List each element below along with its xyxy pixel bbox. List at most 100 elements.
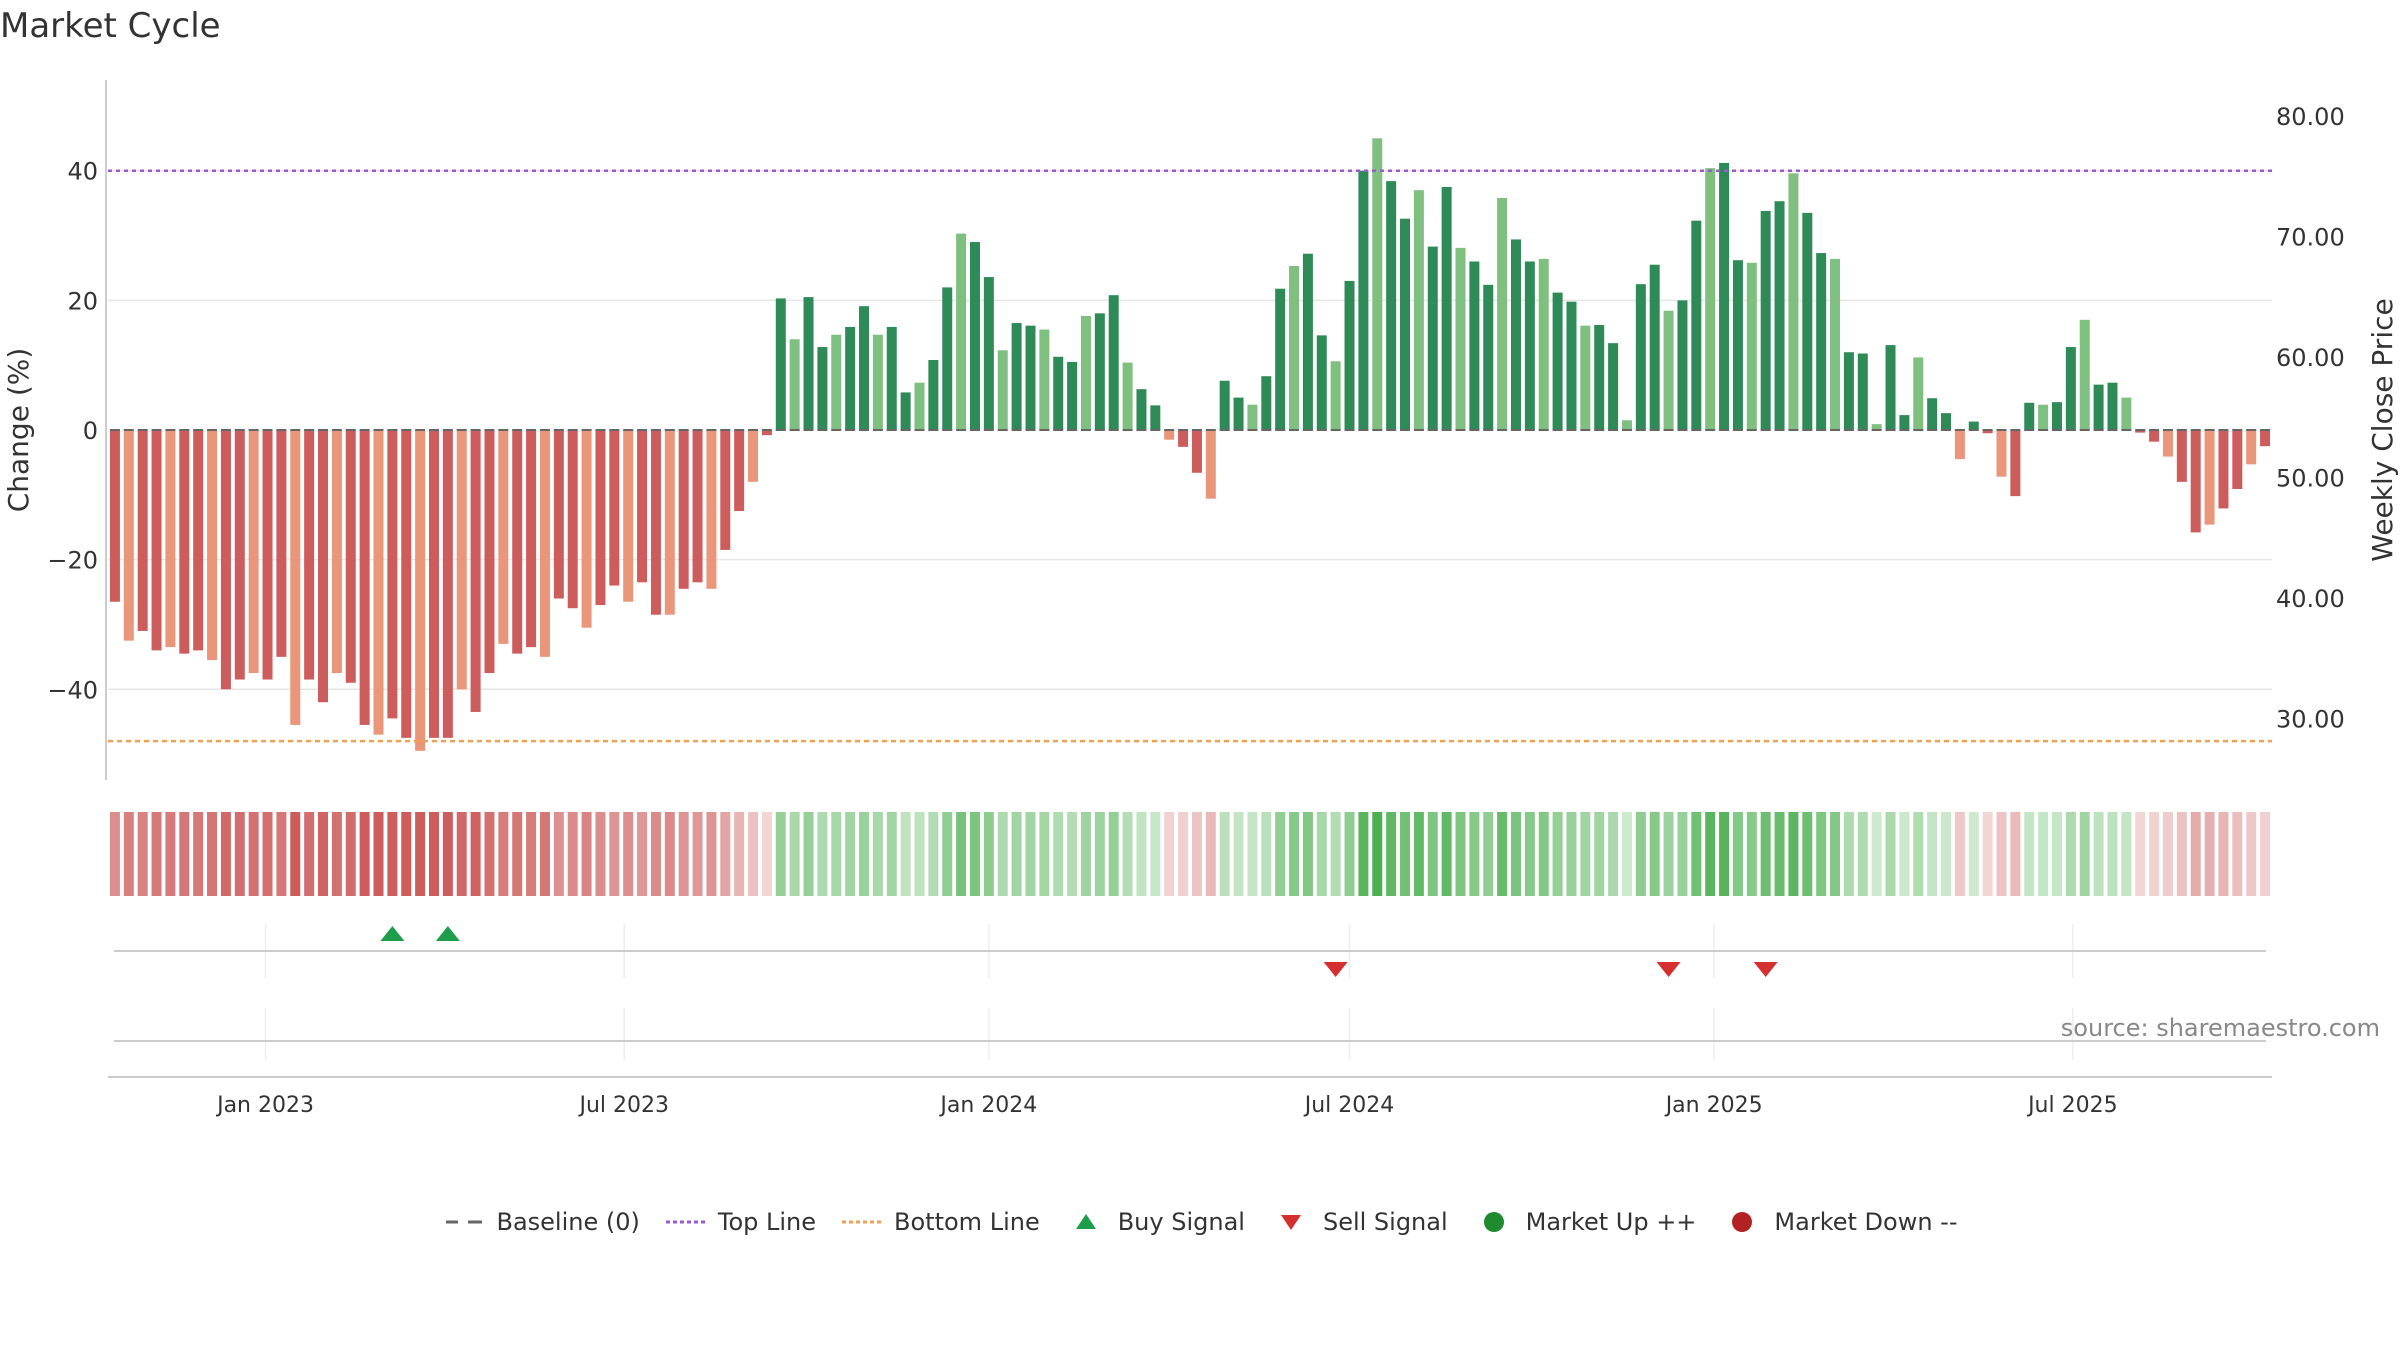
change-bar — [1053, 356, 1064, 430]
change-bar — [1344, 280, 1355, 430]
regime-cell — [415, 812, 426, 896]
change-bar — [1691, 220, 1702, 430]
change-bar — [331, 430, 342, 674]
regime-cell — [2093, 812, 2104, 896]
sell-signal-marker — [1753, 962, 1778, 977]
change-bar — [817, 347, 828, 430]
legend-label: Baseline (0) — [496, 1208, 640, 1236]
regime-cell — [2051, 812, 2062, 896]
change-bar — [2079, 319, 2090, 430]
change-bar — [553, 430, 564, 599]
change-bar — [470, 430, 481, 712]
legend-item: Sell Signal — [1269, 1208, 1448, 1236]
regime-cell — [331, 812, 342, 896]
regime-cell — [1968, 812, 1979, 896]
legend-label: Top Line — [717, 1208, 817, 1236]
change-bar — [969, 242, 980, 430]
regime-cell — [609, 812, 620, 896]
change-bar — [1982, 430, 1993, 434]
change-bar — [595, 430, 606, 605]
change-bar — [1913, 357, 1924, 430]
regime-cell — [290, 812, 301, 896]
change-bar — [484, 430, 495, 674]
regime-cell — [1330, 812, 1341, 896]
change-bar — [859, 306, 870, 430]
change-bar — [1677, 300, 1688, 430]
regime-cell — [1621, 812, 1632, 896]
regime-cell — [1719, 812, 1730, 896]
change-bar — [318, 430, 329, 703]
change-bar — [1510, 239, 1521, 430]
change-bar — [1497, 197, 1508, 430]
change-bar — [775, 298, 786, 430]
regime-cell — [692, 812, 703, 896]
regime-cell — [2121, 812, 2132, 896]
regime-cell — [650, 812, 661, 896]
regime-cell — [248, 812, 259, 896]
regime-cell — [2065, 812, 2076, 896]
dotted-line-icon — [842, 1220, 883, 1224]
change-bar — [1413, 190, 1424, 430]
regime-cell — [470, 812, 481, 896]
change-bar — [2024, 402, 2035, 430]
change-bar — [1524, 261, 1535, 430]
change-bar — [526, 430, 537, 648]
regime-cell — [1760, 812, 1771, 896]
regime-cell — [1372, 812, 1383, 896]
regime-cell — [539, 812, 550, 896]
change-bar — [1094, 313, 1105, 430]
y2-tick-label: 70.00 — [2276, 224, 2345, 252]
regime-cell — [956, 812, 967, 896]
change-bar — [803, 297, 814, 430]
regime-cell — [1816, 812, 1827, 896]
change-bar — [359, 430, 370, 725]
change-bar — [1774, 201, 1785, 430]
change-bars — [109, 138, 2271, 751]
regime-cell — [2135, 812, 2146, 896]
regime-cell — [1899, 812, 1910, 896]
legend-item: Baseline (0) — [442, 1208, 640, 1236]
regime-cell — [1982, 812, 1993, 896]
regime-cell — [1219, 812, 1230, 896]
regime-cell — [1136, 812, 1147, 896]
change-bar — [1219, 380, 1230, 430]
regime-cell — [2024, 812, 2035, 896]
x-tick-label: Jan 2025 — [1664, 1093, 1763, 1118]
change-bar — [2218, 430, 2229, 509]
change-bar — [1857, 353, 1868, 430]
x-tick-label: Jan 2023 — [215, 1093, 314, 1118]
legend-label: Market Down -- — [1774, 1208, 1958, 1236]
legend-label: Buy Signal — [1117, 1208, 1245, 1236]
buy-signal-marker — [380, 926, 405, 941]
change-bar — [1330, 361, 1341, 430]
regime-cell — [109, 812, 120, 896]
change-bar — [109, 430, 120, 602]
regime-cell — [442, 812, 453, 896]
regime-cell — [526, 812, 537, 896]
regime-cell — [193, 812, 204, 896]
regime-cell — [775, 812, 786, 896]
y-tick-label: −40 — [47, 676, 98, 704]
change-bar — [2162, 430, 2173, 457]
regime-cell — [1843, 812, 1854, 896]
regime-cell — [817, 812, 828, 896]
change-bar — [1802, 212, 1813, 430]
reference-lines — [108, 169, 2272, 743]
change-bar — [845, 326, 856, 430]
circle-shape — [1483, 1212, 1504, 1232]
circle-icon — [1483, 1212, 1504, 1232]
regime-cell — [859, 812, 870, 896]
regime-cell — [928, 812, 939, 896]
change-bar — [1968, 421, 1979, 430]
y2-tick-label: 30.00 — [2276, 706, 2345, 734]
change-bar — [1386, 181, 1397, 430]
change-bar — [1580, 325, 1591, 430]
regime-cell — [1205, 812, 1216, 896]
change-bar — [1275, 288, 1286, 430]
regime-cell — [498, 812, 509, 896]
change-bar — [983, 277, 994, 430]
circle-icon — [1732, 1212, 1753, 1232]
regime-cell — [872, 812, 883, 896]
change-bar — [1996, 430, 2007, 477]
y2-tick-label: 60.00 — [2276, 344, 2345, 372]
